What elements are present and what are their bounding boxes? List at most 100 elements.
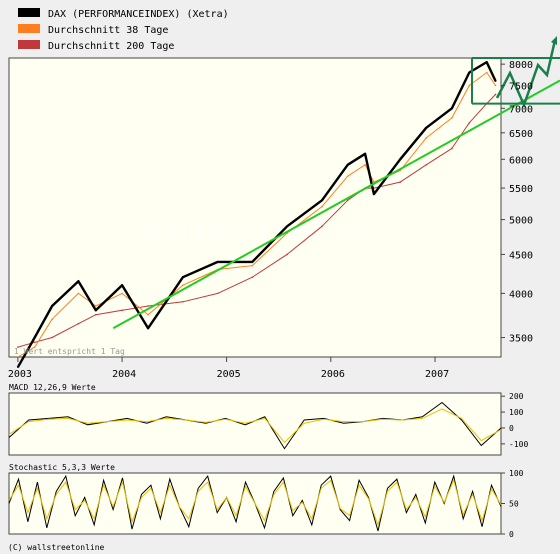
data-point xyxy=(216,292,219,295)
zigzag-arrow xyxy=(495,39,557,109)
data-point xyxy=(77,292,80,295)
data-point xyxy=(147,327,149,330)
y-tick-label: 100 xyxy=(509,469,524,478)
y-tick-label: 100 xyxy=(509,408,524,417)
data-point xyxy=(425,164,427,166)
indicator-line-1 xyxy=(8,408,502,444)
x-axis: 2003 2004 2005 2006 2007 xyxy=(8,357,449,380)
data-point xyxy=(425,137,427,139)
data-point xyxy=(251,264,254,267)
stoch-series xyxy=(8,474,502,532)
data-point xyxy=(346,199,349,202)
data-point xyxy=(33,341,36,344)
data-point xyxy=(147,313,149,316)
y-tick-label: 200 xyxy=(509,392,524,401)
y-tick-label: 4000 xyxy=(509,289,533,300)
data-point xyxy=(121,309,123,312)
data-point xyxy=(286,253,288,256)
x-tick-label: 2006 xyxy=(321,369,345,380)
data-point xyxy=(346,164,349,166)
data-point xyxy=(286,225,288,228)
macd-title: MACD 12,26,9 Werte xyxy=(9,383,96,392)
macd-y-axis: -100 0 100 200 xyxy=(501,392,528,449)
data-point xyxy=(468,121,471,124)
y-tick-label: 8000 xyxy=(509,60,533,71)
data-point xyxy=(321,225,323,228)
data-point xyxy=(399,181,402,183)
data-point xyxy=(121,284,123,287)
stoch-title: Stochastic 5,3,3 Werte xyxy=(9,463,115,472)
data-point xyxy=(182,300,184,303)
y-tick-label: 6500 xyxy=(509,129,533,140)
y-tick-label: 0 xyxy=(509,530,514,539)
price-panel xyxy=(8,57,502,358)
data-point xyxy=(77,322,80,325)
data-point xyxy=(182,284,184,287)
x-tick-label: 2005 xyxy=(217,369,241,380)
data-point xyxy=(494,93,497,96)
data-point xyxy=(95,313,97,316)
legend: DAX (PERFORMANCEINDEX) (Xetra) Durchschn… xyxy=(18,8,229,52)
y-tick-label: 5500 xyxy=(509,184,533,195)
data-point xyxy=(251,276,254,279)
x-tick-label: 2007 xyxy=(425,369,449,380)
data-point xyxy=(494,84,497,87)
data-point xyxy=(425,126,427,129)
legend-swatch-sma38 xyxy=(18,24,40,33)
price-annotations xyxy=(112,36,560,330)
y-tick-label: 0 xyxy=(509,424,514,433)
y-tick-label: 6000 xyxy=(509,155,533,166)
x-tick-label: 2003 xyxy=(8,369,32,380)
data-point xyxy=(51,305,53,307)
x-tick-label: 2004 xyxy=(112,369,136,380)
y-tick-label: -100 xyxy=(509,440,528,449)
y-tick-label: 50 xyxy=(509,500,519,509)
legend-swatch-sma200 xyxy=(18,40,40,49)
y-tick-label: 3500 xyxy=(509,334,533,345)
data-point xyxy=(121,292,123,295)
stoch-y-axis: 0 50 100 xyxy=(501,469,524,539)
data-point xyxy=(182,276,184,279)
data-point xyxy=(468,84,471,87)
data-point xyxy=(216,261,219,263)
data-point xyxy=(451,107,453,110)
y-tick-label: 7500 xyxy=(509,81,533,92)
data-point xyxy=(468,71,471,74)
y-tick-label: 7000 xyxy=(509,104,533,115)
data-point xyxy=(494,80,497,82)
indicator-line-1 xyxy=(8,478,502,527)
data-point xyxy=(451,117,453,119)
macd-panel xyxy=(8,392,502,456)
data-point xyxy=(364,153,366,155)
trendline xyxy=(112,79,560,330)
y-tick-label: 4500 xyxy=(509,250,533,261)
price-y-axis: 3500 4000 4500 5000 5500 6000 6500 7000 7500 8000 xyxy=(501,60,533,345)
legend-swatch-dax xyxy=(18,8,40,17)
data-point xyxy=(77,280,80,283)
data-point xyxy=(147,305,149,307)
data-point xyxy=(321,205,323,208)
data-point xyxy=(321,199,323,202)
data-point xyxy=(485,61,488,63)
data-point xyxy=(17,366,19,368)
data-point xyxy=(485,71,488,74)
watermark: wallstreet:online xyxy=(142,217,358,247)
data-point xyxy=(51,318,53,320)
data-point xyxy=(364,164,366,166)
data-point xyxy=(17,346,19,348)
data-point xyxy=(33,346,36,348)
macd-series xyxy=(8,401,502,450)
data-point xyxy=(399,158,402,161)
arrow-head xyxy=(551,36,557,45)
legend-label-sma200: Durchschnitt 200 Tage xyxy=(48,41,174,52)
y-tick-label: 5000 xyxy=(509,216,533,227)
data-point xyxy=(33,336,36,339)
data-point xyxy=(251,261,254,263)
data-point xyxy=(346,175,349,178)
legend-label-sma38: Durchschnitt 38 Tage xyxy=(48,25,168,36)
note-text: 1 Wert entspricht 1 Tag xyxy=(14,347,125,356)
data-point xyxy=(373,193,375,195)
data-point xyxy=(51,336,53,339)
data-point xyxy=(451,147,453,150)
